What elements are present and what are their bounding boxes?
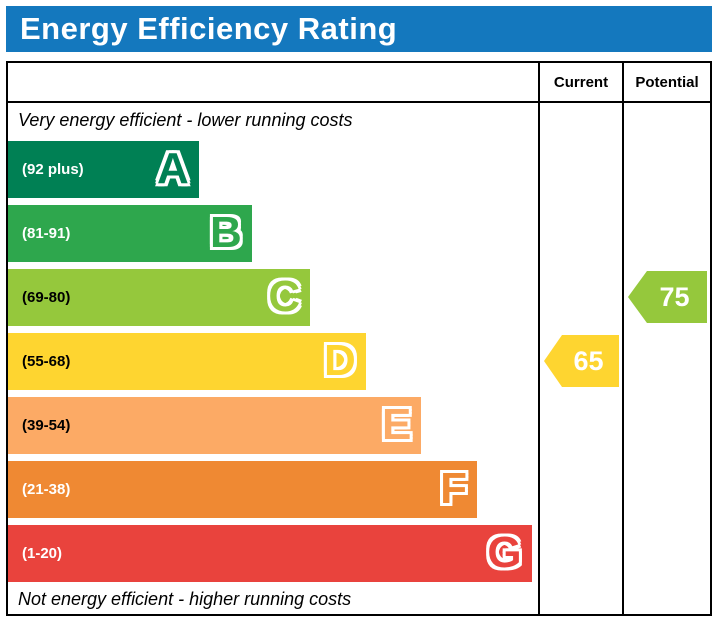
band-letter-f: F	[440, 464, 468, 513]
band-bar-b: (81-91) B	[8, 204, 252, 262]
bottom-note: Not energy efficient - higher running co…	[18, 589, 352, 609]
band-bar-c: (69-80) C	[8, 268, 311, 326]
band-letter-g: G	[487, 528, 522, 577]
band-range-label-f: (21-38)	[22, 480, 71, 498]
band-letter-a: A	[157, 144, 189, 193]
band-range-label-g: (1-20)	[22, 544, 63, 562]
potential-rating-value: 75	[659, 281, 690, 312]
band-bar-e: (39-54) E	[8, 396, 422, 454]
band-bar-d: (55-68) D	[8, 332, 366, 390]
band-range-label-b: (81-91)	[22, 224, 71, 242]
bands-list: (92 plus) A (81-91) B (69-80) C (55-68)	[8, 137, 538, 585]
current-column: Current 65	[538, 63, 622, 614]
band-row-f: (21-38) F	[8, 457, 538, 521]
bands-area: Very energy efficient - lower running co…	[8, 63, 538, 614]
page-title: Energy Efficiency Rating	[20, 11, 398, 46]
band-bar-f: (21-38) F	[8, 460, 478, 518]
band-bar-a: (92 plus) A	[8, 140, 199, 198]
band-letter-c: C	[268, 272, 301, 321]
band-letter-e: E	[382, 400, 412, 449]
potential-rating-arrow: 75	[628, 271, 707, 323]
band-row-d: (55-68) D	[8, 329, 538, 393]
current-rating-arrow: 65	[544, 335, 619, 387]
band-range-label-e: (39-54)	[22, 416, 71, 434]
band-row-g: (1-20) G	[8, 521, 538, 585]
band-row-c: (69-80) C	[8, 265, 538, 329]
band-letter-d: D	[323, 336, 356, 385]
band-bar-g: (1-20) G	[8, 524, 532, 582]
band-range-label-a: (92 plus)	[22, 160, 84, 178]
band-range-label-c: (69-80)	[22, 288, 71, 306]
potential-column: Potential 75	[622, 63, 710, 614]
potential-column-header: Potential	[624, 63, 710, 103]
current-column-header: Current	[540, 63, 622, 103]
bands-header-spacer	[8, 63, 538, 103]
band-row-a: (92 plus) A	[8, 137, 538, 201]
top-note: Very energy efficient - lower running co…	[18, 109, 353, 130]
energy-efficiency-chart: Very energy efficient - lower running co…	[6, 61, 712, 616]
band-letter-b: B	[210, 208, 242, 257]
title-bar: Energy Efficiency Rating	[6, 6, 712, 52]
band-row-b: (81-91) B	[8, 201, 538, 265]
band-row-e: (39-54) E	[8, 393, 538, 457]
current-rating-value: 65	[573, 345, 604, 376]
band-range-label-d: (55-68)	[22, 352, 71, 370]
